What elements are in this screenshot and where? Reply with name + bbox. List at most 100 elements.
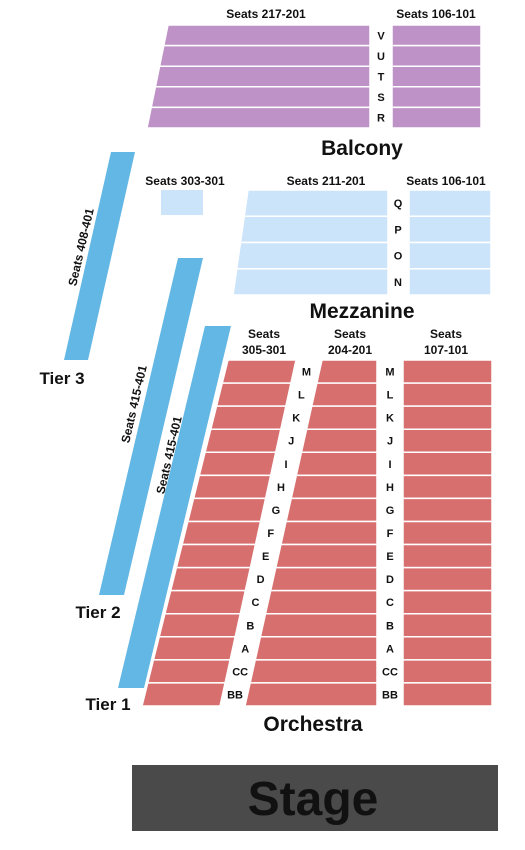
- orchestra-right-row-D[interactable]: [402, 566, 493, 592]
- orchestra-right-row-F[interactable]: [402, 520, 493, 546]
- orchestra-center-row-A[interactable]: [254, 636, 378, 661]
- mezzanine-center-row-P[interactable]: [239, 215, 389, 244]
- tier-1-section[interactable]: [118, 326, 231, 688]
- orchestra-row-label-F: F: [387, 528, 394, 540]
- tier-3-bar[interactable]: [64, 152, 135, 360]
- orchestra-row-label-CC: CC: [382, 666, 398, 678]
- orchestra-right-row-G[interactable]: [402, 497, 493, 523]
- tier-1-label: Tier 1: [85, 695, 130, 714]
- orchestra-left-row-A[interactable]: [152, 636, 237, 661]
- orchestra-left-row-H[interactable]: [192, 474, 272, 500]
- orchestra-center-row-J[interactable]: [300, 428, 378, 454]
- orchestra-left-row-L[interactable]: [215, 382, 292, 407]
- orchestra-center-row-K[interactable]: [305, 405, 378, 430]
- mezzanine-right-row-N[interactable]: [408, 268, 492, 296]
- orchestra-aisle-row-label-C: C: [251, 597, 259, 609]
- orchestra-row-label-I: I: [388, 459, 391, 471]
- orchestra-left-row-E[interactable]: [175, 543, 257, 569]
- balcony-row-label-U: U: [377, 51, 385, 63]
- balcony-left-row-S[interactable]: [150, 86, 371, 109]
- orchestra-aisle-row-label-G: G: [272, 505, 281, 517]
- orchestra-left-row-CC[interactable]: [146, 659, 232, 684]
- mezzanine-center-row-O[interactable]: [235, 241, 389, 270]
- balcony-left-seats-label: Seats 217-201: [226, 7, 306, 21]
- tier-1-bar[interactable]: [118, 326, 231, 688]
- orchestra-right-row-A[interactable]: [402, 636, 493, 661]
- mezzanine-right-row-P[interactable]: [408, 215, 492, 244]
- orchestra-center-row-F[interactable]: [279, 520, 378, 546]
- mezzanine-side-block[interactable]: [161, 190, 203, 215]
- orchestra-row-label-BB: BB: [382, 689, 398, 701]
- orchestra-right-row-B[interactable]: [402, 612, 493, 638]
- balcony-right-row-U[interactable]: [391, 44, 482, 67]
- balcony-row-label-S: S: [377, 92, 384, 104]
- mezzanine-center-row-N[interactable]: [232, 268, 389, 296]
- orchestra-left-row-K[interactable]: [209, 405, 287, 430]
- orchestra-left-row-B[interactable]: [158, 612, 242, 638]
- orchestra-row-label-K: K: [386, 413, 394, 425]
- stage-block: [132, 765, 498, 831]
- balcony-left-row-U[interactable]: [158, 44, 371, 67]
- orchestra-center-row-L[interactable]: [310, 382, 378, 407]
- orchestra-center-row-CC[interactable]: [249, 659, 378, 684]
- balcony-right-row-T[interactable]: [391, 65, 482, 88]
- orchestra-left-row-G[interactable]: [186, 497, 267, 523]
- balcony-left-row-T[interactable]: [154, 65, 371, 88]
- balcony-right-row-V[interactable]: [391, 24, 482, 47]
- balcony-right-row-S[interactable]: [391, 86, 482, 109]
- orchestra-left-row-BB[interactable]: [141, 682, 226, 707]
- orchestra-row-label-E: E: [386, 551, 393, 563]
- orchestra-right-row-K[interactable]: [402, 405, 493, 430]
- orchestra-right-row-I[interactable]: [402, 451, 493, 477]
- balcony-title: Balcony: [321, 137, 403, 160]
- orchestra-center-row-I[interactable]: [295, 451, 378, 477]
- orchestra-right-row-H[interactable]: [402, 474, 493, 500]
- orchestra-aisle-row-label-F: F: [267, 528, 274, 540]
- orchestra-right-row-M[interactable]: [402, 359, 493, 384]
- orchestra-aisle-row-label-D: D: [257, 574, 265, 586]
- orchestra-left-row-M[interactable]: [221, 359, 297, 384]
- orchestra-left-row-D[interactable]: [169, 566, 252, 592]
- orchestra-row-label-L: L: [387, 390, 394, 402]
- orchestra-left-row-F[interactable]: [181, 520, 262, 546]
- balcony-left-row-R[interactable]: [146, 106, 371, 129]
- mezzanine-right-row-O[interactable]: [408, 241, 492, 270]
- orchestra-center-row-BB[interactable]: [244, 682, 378, 707]
- orchestra-center-row-D[interactable]: [269, 566, 378, 592]
- orchestra-left-seats-label-1: Seats: [248, 327, 280, 341]
- orchestra-aisle-row-label-H: H: [277, 482, 285, 494]
- balcony-left-row-V[interactable]: [162, 24, 371, 47]
- mezzanine-row-label-P: P: [394, 224, 401, 236]
- orchestra-left-row-C[interactable]: [163, 589, 247, 615]
- orchestra-center-row-C[interactable]: [264, 589, 378, 615]
- mezzanine-section: Q P O N: [232, 189, 492, 296]
- balcony-right-row-R[interactable]: [391, 106, 482, 129]
- orchestra-center-row-B[interactable]: [259, 612, 378, 638]
- orchestra-left-row-I[interactable]: [198, 451, 277, 477]
- mezzanine-row-label-Q: Q: [394, 198, 403, 210]
- mezzanine-center-seats-label: Seats 211-201: [287, 174, 366, 188]
- orchestra-right-row-E[interactable]: [402, 543, 493, 569]
- orchestra-left-row-J[interactable]: [204, 428, 282, 454]
- tier-2-section[interactable]: [99, 258, 203, 595]
- orchestra-center-row-E[interactable]: [274, 543, 378, 569]
- orchestra-center-row-G[interactable]: [285, 497, 378, 523]
- tier-2-label: Tier 2: [75, 603, 120, 622]
- orchestra-right-row-C[interactable]: [402, 589, 493, 615]
- orchestra-right-row-BB[interactable]: [402, 682, 493, 707]
- orchestra-row-label-M: M: [385, 367, 394, 379]
- balcony-row-label-V: V: [377, 30, 385, 42]
- mezzanine-right-row-Q[interactable]: [408, 189, 492, 217]
- orchestra-aisle-row-label-K: K: [292, 413, 300, 425]
- orchestra-right-row-J[interactable]: [402, 428, 493, 454]
- mezzanine-center-row-Q[interactable]: [243, 189, 389, 217]
- tier-3-section[interactable]: [64, 152, 135, 360]
- orchestra-center-row-H[interactable]: [290, 474, 378, 500]
- orchestra-right-row-L[interactable]: [402, 382, 493, 407]
- tier-2-bar[interactable]: [99, 258, 203, 595]
- orchestra-right-row-CC[interactable]: [402, 659, 493, 684]
- orchestra-center-row-M[interactable]: [315, 359, 378, 384]
